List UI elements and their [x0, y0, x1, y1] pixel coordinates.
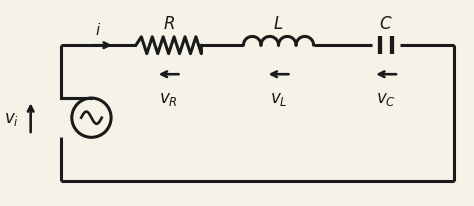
Text: $v_R$: $v_R$	[159, 90, 178, 108]
Text: $R$: $R$	[163, 15, 174, 33]
Text: $i$: $i$	[95, 22, 101, 38]
Text: $v_i$: $v_i$	[4, 109, 19, 127]
Text: $v_C$: $v_C$	[376, 90, 396, 108]
Text: $C$: $C$	[379, 15, 393, 33]
Text: $v_L$: $v_L$	[270, 90, 287, 108]
Text: $L$: $L$	[273, 15, 283, 33]
